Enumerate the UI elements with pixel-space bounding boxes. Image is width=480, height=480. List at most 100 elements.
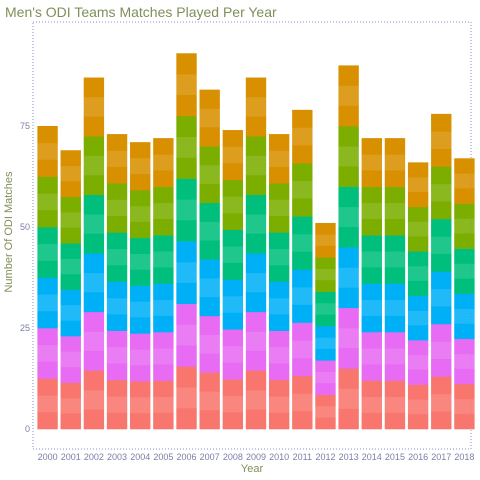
bar-segment [245,175,267,195]
bar-segment [83,214,105,235]
bar-segment [407,399,429,415]
bar-segment [176,345,197,367]
bar-segment [431,411,452,430]
bar-segment [37,344,58,362]
bar-segment [83,272,105,293]
bar-segment [361,299,382,317]
bar-segment [153,364,174,381]
bar-segment [222,296,244,314]
bar-segment [292,411,313,430]
bar-segment [361,170,382,187]
bar-segment [431,341,452,360]
bar-segment [315,325,336,338]
bar-segment [315,257,336,270]
bar-segment [361,332,382,349]
bar-segment [431,113,452,132]
bar-segment [199,278,220,298]
bar-segment [60,382,81,399]
bar-segment [106,347,128,364]
x-tick-label: 2016 [408,452,428,462]
bar-segment [60,212,81,228]
bar-segment [268,297,290,315]
bar-segment [176,157,197,179]
bar-segment [37,142,58,160]
bar-segment [407,236,429,252]
bar-segment [222,412,244,430]
bar-segment [338,328,359,349]
bar-segment [222,345,244,363]
bar-segment [60,196,81,213]
x-tick-label: 2013 [339,452,359,462]
bar-segment [431,288,452,307]
bar-segment [130,413,151,430]
bar-segment [407,340,429,356]
bar-segment [176,199,197,221]
bar-2004 [130,142,151,430]
bar-segment [407,251,429,267]
bar-segment [199,372,220,392]
bar-segment [83,253,105,274]
bar-segment [37,176,58,194]
bar-segment [384,138,406,155]
bar-segment [431,306,452,325]
bar-segment [338,267,359,288]
bar-segment [315,234,336,247]
bar-segment [199,297,220,317]
bar-segment [222,362,244,380]
bar-segment [176,324,197,346]
bar-segment [199,108,220,128]
bar-segment [361,154,382,171]
bar-2007 [199,89,220,430]
bar-segment [384,235,406,252]
bar-segment [199,334,220,354]
bar-segment [106,183,128,200]
bar-segment [60,274,81,290]
bar-segment [60,258,81,275]
bar-segment [268,347,290,364]
bar-segment [454,368,475,385]
bar-segment [292,233,313,252]
bar-segment [37,126,58,144]
bar-segment [37,193,58,211]
bar-segment [176,95,197,117]
bar-segment [454,173,475,189]
bar-segment [83,292,105,313]
x-tick-label: 2011 [293,452,312,462]
bar-segment [60,165,81,182]
bar-segment [407,221,429,237]
x-axis-ticks: 2000 2001 2002 2003 2004 2005 2006 2007 2008 2009… [38,452,475,462]
bar-segment [454,203,475,219]
x-tick-label: 2005 [153,452,173,462]
bar-segment [176,115,197,138]
bar-segment [384,396,406,414]
bar-segment [361,251,382,268]
bar-segment [315,360,336,373]
bar-segment [454,188,475,204]
bar-segment [222,229,244,247]
bar-segment [199,240,220,260]
bar-segment [153,299,174,317]
bar-segment [361,186,382,204]
x-tick-label: 2009 [246,452,266,462]
bar-segment [130,333,151,350]
bar-segment [292,145,313,164]
bar-segment [384,364,406,381]
bar-segment [37,277,58,295]
bar-segment [130,269,151,286]
x-tick-label: 2012 [315,452,335,462]
bar-segment [384,186,406,204]
bar-segment [407,325,429,341]
x-tick-label: 2000 [38,452,58,462]
bar-segment [222,196,244,214]
bar-segment [176,53,197,75]
bar-segment [176,282,197,305]
bar-segment [315,303,336,315]
bar-segment [338,85,359,107]
x-tick-label: 2014 [362,452,382,462]
bar-segment [431,323,452,342]
bar-segment [106,412,128,430]
bar-segment [407,384,429,400]
bar-segment [338,247,359,268]
bar-segment [338,186,359,208]
bar-segment [407,369,429,385]
